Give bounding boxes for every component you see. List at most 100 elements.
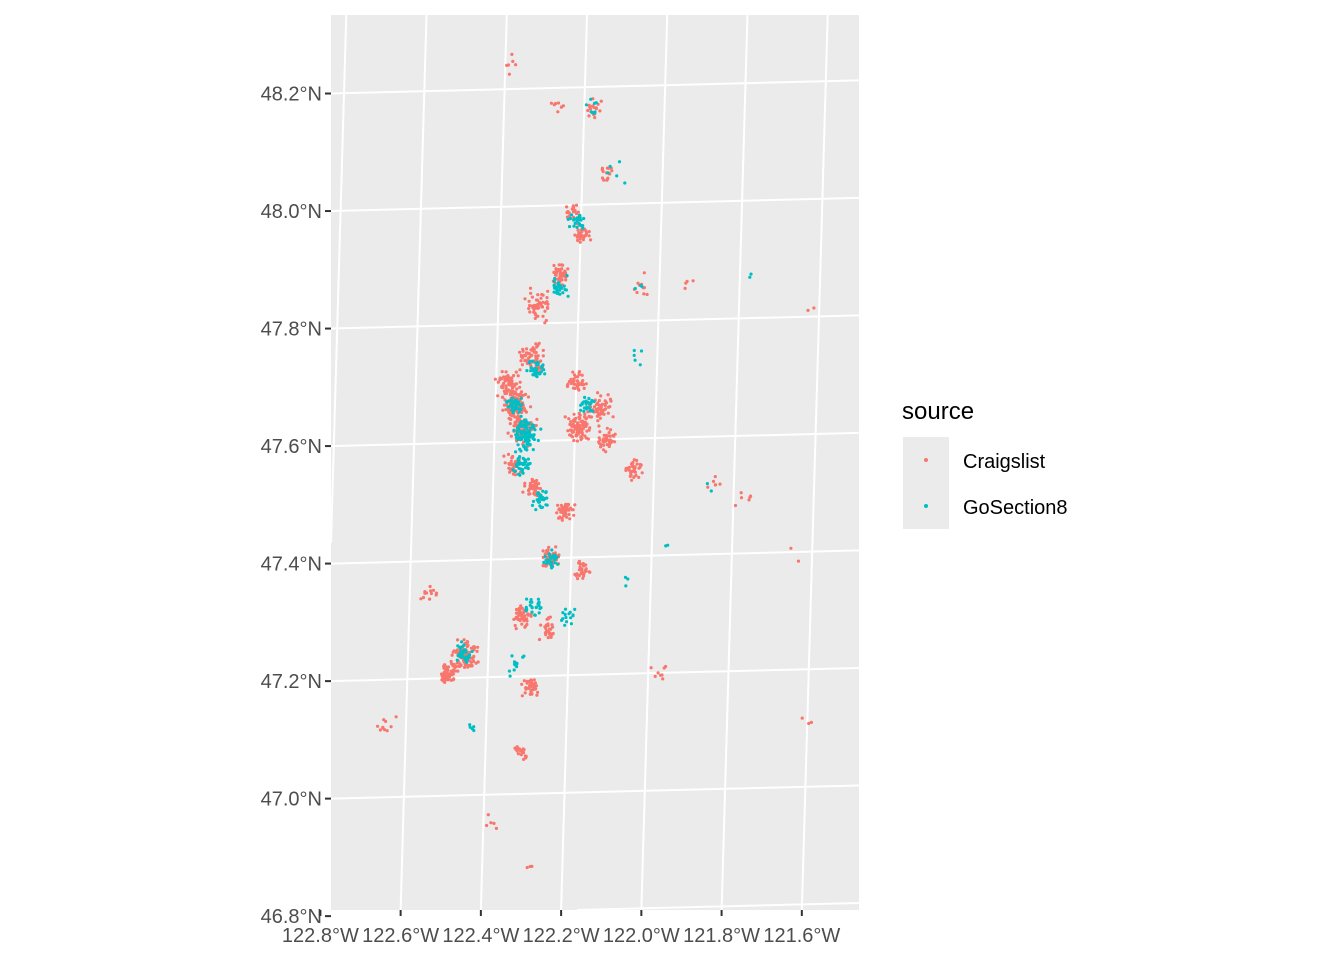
data-point [615, 174, 618, 177]
data-point [501, 396, 504, 399]
data-point [579, 566, 582, 569]
data-point [514, 63, 517, 66]
data-point [582, 217, 585, 220]
data-point [514, 450, 517, 453]
data-point [577, 372, 580, 375]
data-point [572, 514, 575, 517]
data-point [564, 278, 567, 281]
data-point [574, 383, 577, 386]
data-point [581, 571, 584, 574]
data-point [563, 624, 566, 627]
data-point [578, 417, 581, 420]
data-point [573, 234, 576, 237]
data-point [569, 217, 572, 220]
data-point [511, 60, 514, 63]
data-point [582, 410, 585, 413]
data-point [382, 718, 385, 721]
data-point [633, 354, 636, 357]
data-point [569, 378, 572, 381]
data-point [518, 461, 521, 464]
data-point [529, 604, 532, 607]
data-point [579, 224, 582, 227]
data-point [641, 471, 644, 474]
data-point [514, 433, 517, 436]
data-point [578, 214, 581, 217]
data-point [523, 461, 526, 464]
data-point [654, 675, 657, 678]
data-point [471, 727, 474, 730]
data-point [533, 613, 536, 616]
data-point [460, 645, 463, 648]
data-point [602, 179, 605, 182]
data-point [537, 439, 540, 442]
data-point [566, 210, 569, 213]
data-point [504, 379, 507, 382]
data-point [467, 656, 470, 659]
data-point [564, 415, 567, 418]
data-point [519, 408, 522, 411]
data-point [546, 622, 549, 625]
data-point [524, 424, 527, 427]
data-point [606, 177, 609, 180]
data-point [797, 560, 800, 563]
data-point [539, 428, 542, 431]
data-point [440, 678, 443, 681]
data-point [521, 616, 524, 619]
data-point [661, 677, 664, 680]
data-point [585, 402, 588, 405]
data-point [554, 561, 557, 564]
data-point [451, 673, 454, 676]
data-point [519, 404, 522, 407]
data-point [571, 424, 574, 427]
data-point [553, 103, 556, 106]
data-point [543, 372, 546, 375]
data-point [576, 421, 579, 424]
y-tick-label: 48.0°N [261, 201, 322, 223]
data-point [633, 349, 636, 352]
data-point [630, 479, 633, 482]
data-point [585, 423, 588, 426]
data-point [534, 342, 537, 345]
data-point [571, 614, 574, 617]
data-point [536, 491, 539, 494]
data-point [546, 303, 549, 306]
legend-label-craigslist: Craigslist [963, 451, 1046, 473]
data-point [450, 679, 453, 682]
data-point [660, 673, 663, 676]
data-point [572, 225, 575, 228]
data-point [527, 493, 530, 496]
data-point [535, 375, 538, 378]
data-point [588, 234, 591, 237]
data-point [567, 295, 570, 298]
data-point [749, 273, 752, 276]
data-point [581, 374, 584, 377]
data-point [598, 109, 601, 112]
data-point [538, 500, 541, 503]
data-point [608, 431, 611, 434]
data-point [525, 608, 528, 611]
data-point [514, 407, 517, 410]
data-point [500, 385, 503, 388]
data-point [565, 516, 568, 519]
y-tick-label: 47.4°N [261, 554, 322, 576]
data-point [508, 463, 511, 466]
data-point [545, 296, 548, 299]
data-point [577, 387, 580, 390]
data-point [634, 471, 637, 474]
data-point [602, 448, 605, 451]
data-point [560, 105, 563, 108]
data-point [590, 415, 593, 418]
data-point [538, 372, 541, 375]
data-point [446, 678, 449, 681]
data-point [507, 382, 510, 385]
data-point [567, 417, 570, 420]
data-point [546, 290, 549, 293]
data-point [574, 222, 577, 225]
data-point [636, 282, 639, 285]
data-point [553, 284, 556, 287]
data-point [576, 226, 579, 229]
data-point [553, 291, 556, 294]
data-point [534, 687, 537, 690]
data-point [520, 415, 523, 418]
data-point [533, 491, 536, 494]
